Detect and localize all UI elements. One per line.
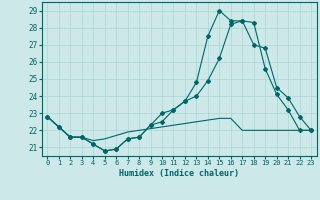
X-axis label: Humidex (Indice chaleur): Humidex (Indice chaleur) [119,169,239,178]
